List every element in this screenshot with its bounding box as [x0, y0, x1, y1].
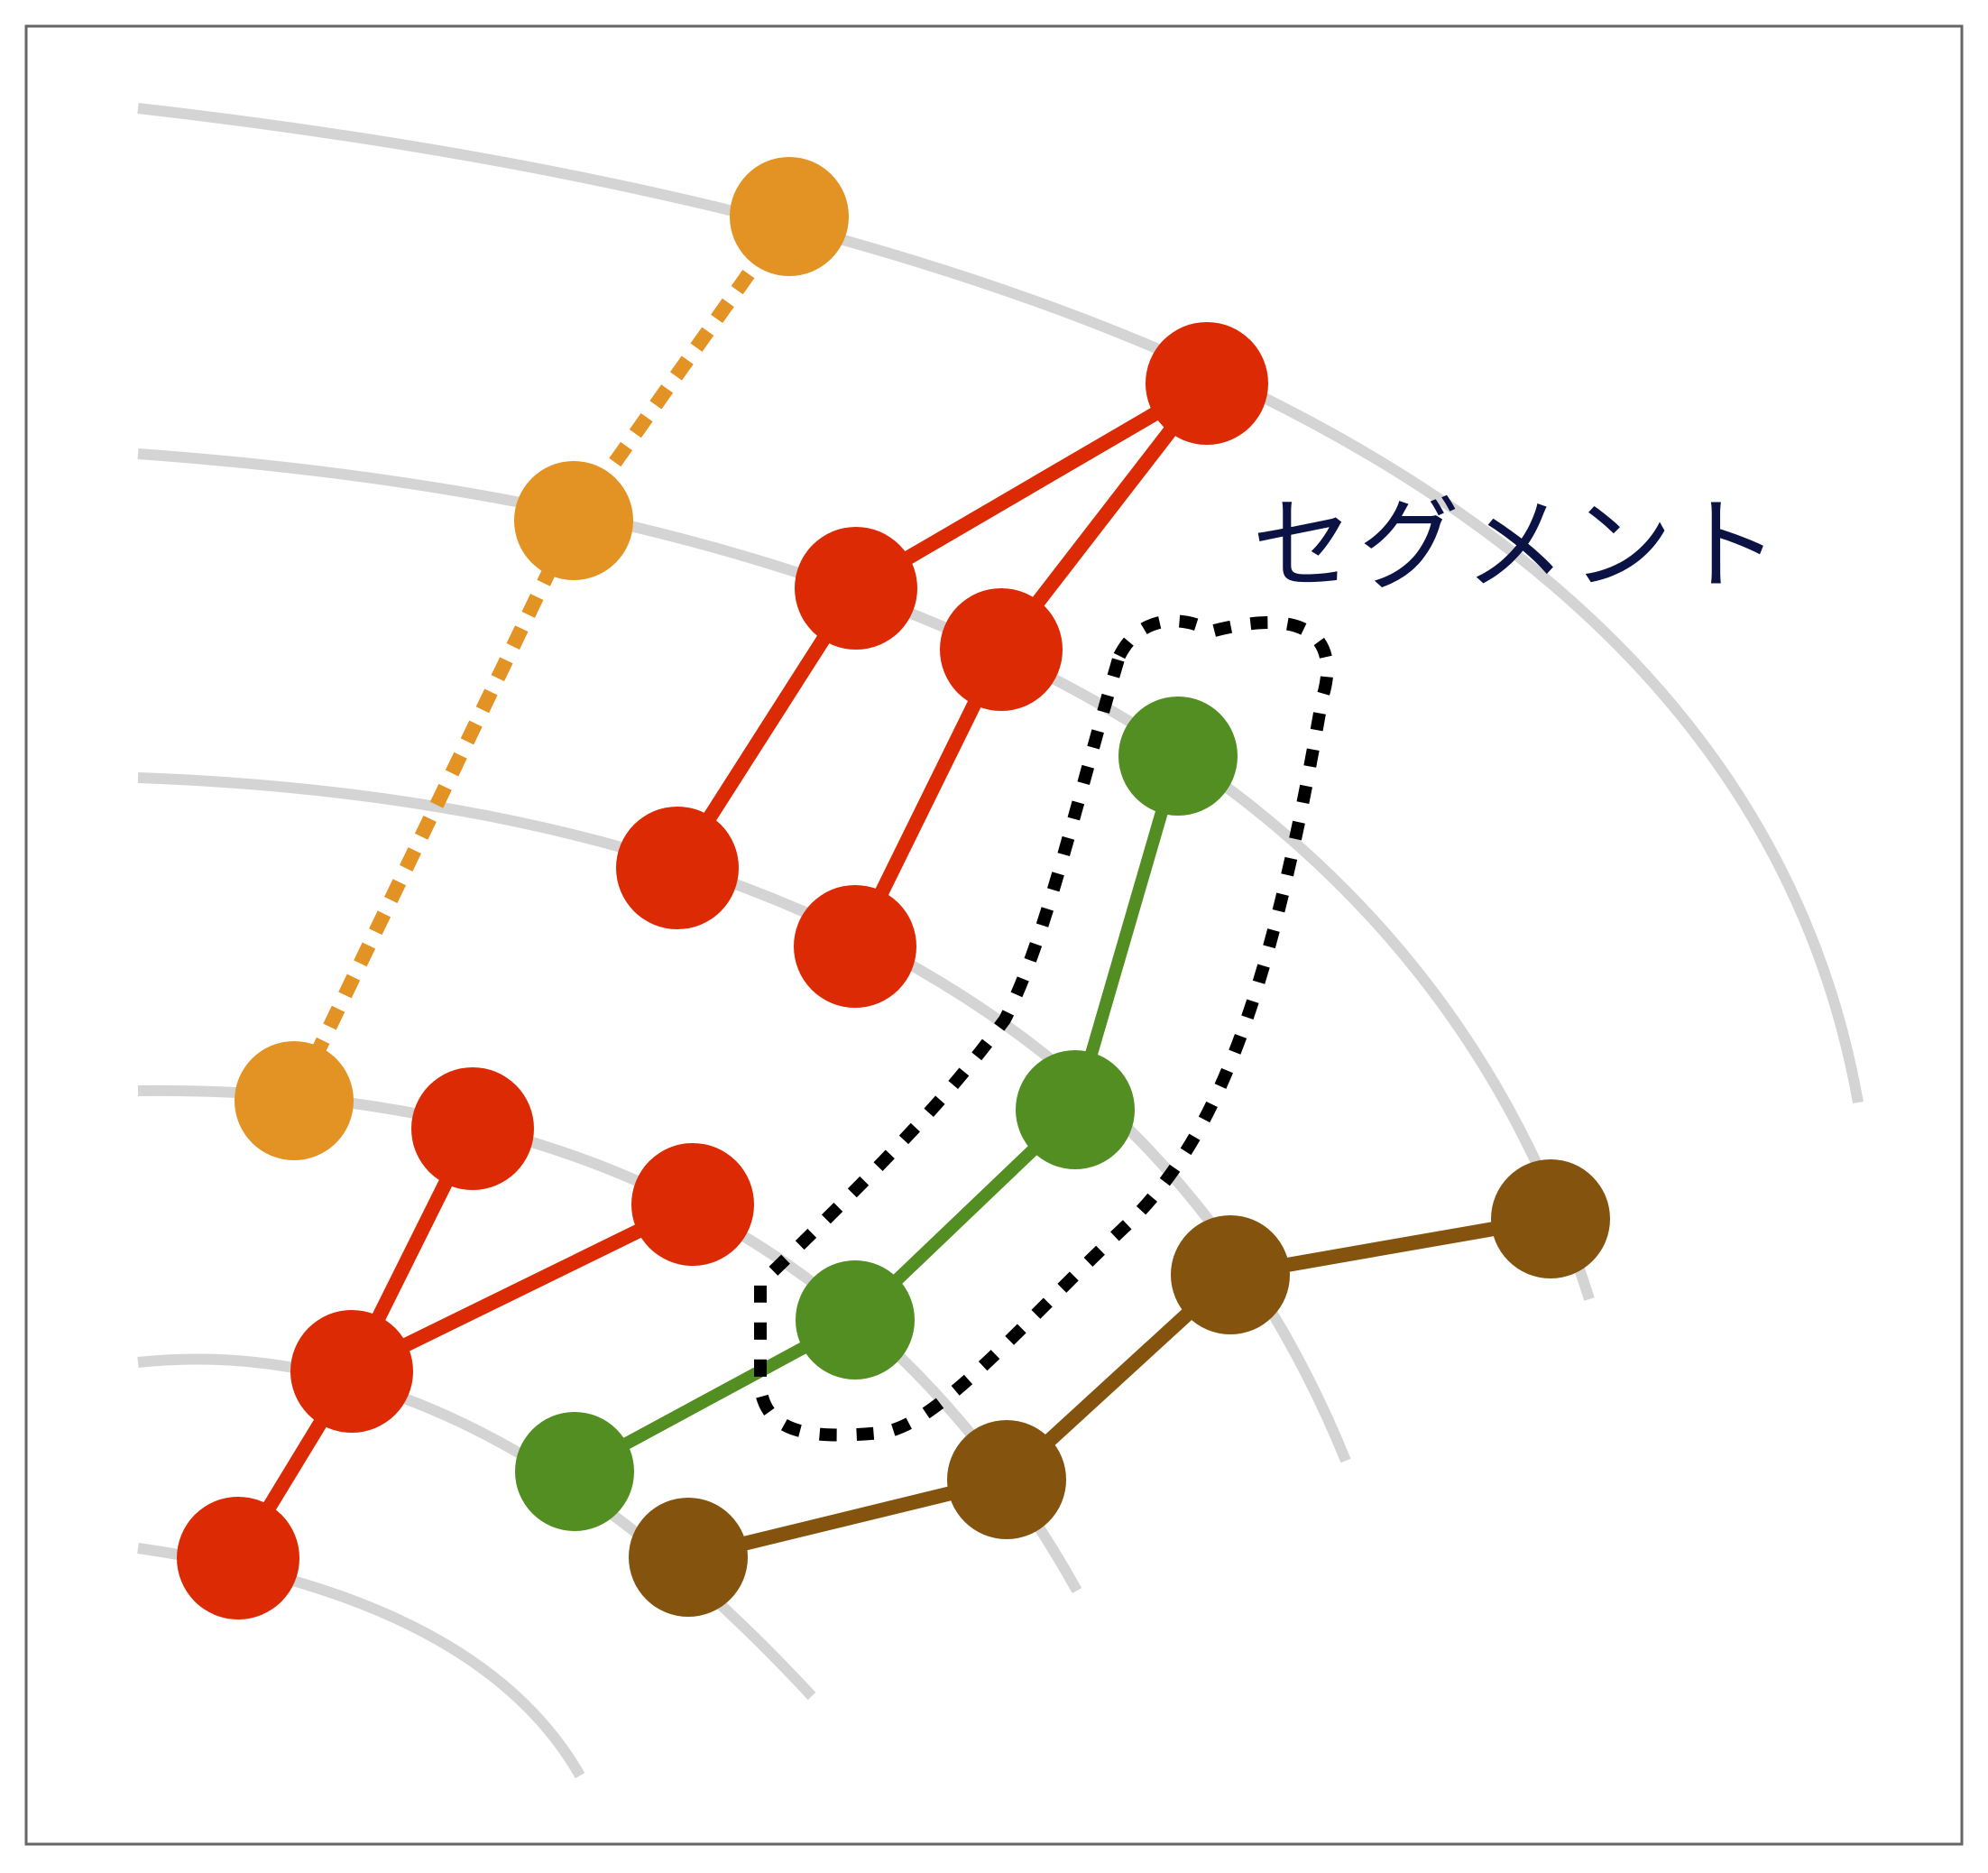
green-nodes — [515, 697, 1238, 1531]
orange-node — [730, 157, 849, 276]
green-node — [515, 1412, 634, 1531]
brown-path — [686, 1212, 1552, 1564]
green-node — [1118, 697, 1238, 816]
green-node — [796, 1260, 915, 1379]
red-node — [1146, 322, 1268, 445]
red-edge — [851, 377, 1211, 595]
brown-node — [947, 1420, 1066, 1539]
red-node — [616, 807, 739, 929]
red-node — [411, 1067, 534, 1190]
orange-dotted-path — [287, 212, 796, 1104]
red-node — [631, 1143, 754, 1266]
brown-nodes — [629, 1159, 1610, 1617]
red-nodes — [177, 322, 1268, 1619]
red-node — [290, 1310, 413, 1433]
brown-node — [629, 1498, 748, 1617]
green-node — [1016, 1050, 1135, 1169]
green-path — [571, 754, 1184, 1478]
brown-node — [1171, 1215, 1290, 1334]
orange-nodes — [235, 157, 849, 1160]
orange-node — [514, 461, 633, 580]
red-node — [940, 588, 1063, 711]
red-node — [177, 1497, 299, 1619]
red-node — [794, 885, 916, 1008]
segment-outline — [753, 614, 1334, 1442]
red-node — [795, 527, 917, 650]
guide-arc-1 — [137, 103, 1864, 1104]
red-edge — [348, 1197, 696, 1379]
frame-border — [24, 24, 1964, 1846]
segment-label: セグメント — [1252, 487, 1784, 604]
brown-node — [1491, 1159, 1610, 1278]
orange-node — [235, 1041, 354, 1160]
